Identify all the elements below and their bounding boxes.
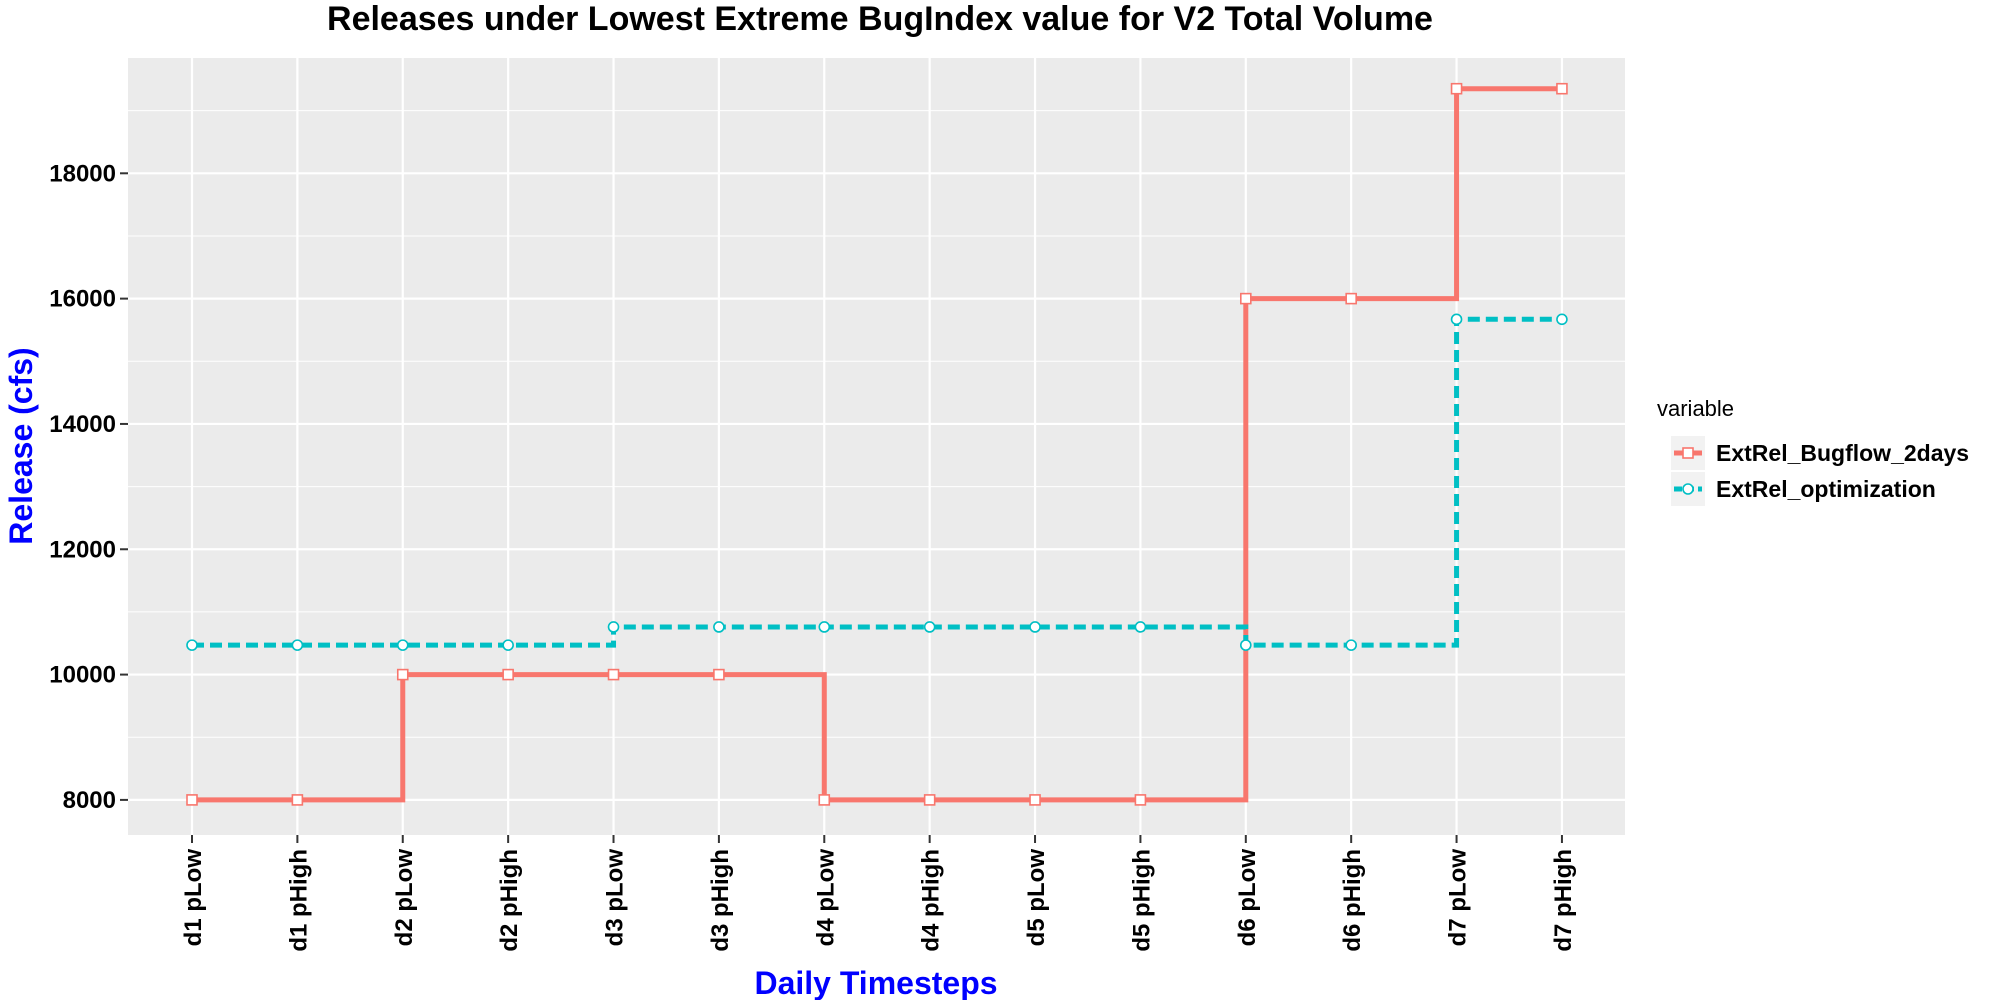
data-point [1345, 292, 1357, 305]
series-line-ExtRel_optimization [192, 316, 1562, 648]
y-tick-label: 14000 [49, 411, 116, 438]
legend-title: variable [1657, 396, 1734, 421]
x-tick-label: d7 pLow [1445, 849, 1472, 947]
legend: variable ExtRel_Bugflow_2days ExtRel_opti… [1657, 396, 1969, 506]
legend-key-marker [1682, 447, 1694, 459]
data-point [396, 668, 409, 681]
data-point [713, 668, 725, 681]
chart-title: Releases under Lowest Extreme BugIndex v… [327, 0, 1433, 38]
data-point [923, 621, 936, 633]
data-point [291, 794, 304, 806]
plot-panel [128, 58, 1625, 835]
legend-label: ExtRel_optimization [1716, 476, 1936, 502]
x-axis-title: Daily Timesteps [754, 965, 997, 1000]
data-point [186, 639, 198, 651]
data-point [1556, 313, 1568, 326]
legend-key-marker [1682, 483, 1694, 495]
data-point [1450, 313, 1463, 326]
data-point [1450, 82, 1463, 95]
y-axis: 8000 10000 12000 14000 16000 18000 [49, 160, 128, 814]
x-tick-label: d4 pHigh [918, 849, 945, 952]
x-tick-label: d6 pLow [1234, 849, 1261, 947]
x-tick-label: d3 pLow [602, 849, 629, 947]
x-tick-label: d2 pLow [391, 849, 418, 947]
data-point [1134, 621, 1147, 633]
data-point [1029, 621, 1041, 633]
x-axis: d1 pLow d1 pHigh d2 pLow d2 pHigh d3 pLow d3 … [180, 835, 1577, 952]
x-tick-label: d1 pLow [180, 849, 207, 947]
data-point [1556, 82, 1568, 95]
x-tick-label: d3 pHigh [707, 849, 734, 952]
x-tick-label: d2 pHigh [496, 849, 523, 952]
y-tick-label: 10000 [49, 662, 116, 689]
data-point [1134, 794, 1147, 806]
data-point [713, 621, 725, 633]
legend-label: ExtRel_Bugflow_2days [1716, 440, 1969, 466]
series-ExtRel_optimization [186, 313, 1568, 651]
data-point [607, 668, 620, 681]
data-point [818, 794, 831, 806]
series-line-ExtRel_Bugflow_2days [192, 86, 1562, 803]
data-point [1240, 292, 1252, 305]
x-tick-label: d4 pLow [812, 849, 839, 947]
data-point [396, 639, 409, 651]
legend-items: ExtRel_Bugflow_2days ExtRel_optimization [1671, 436, 1969, 506]
x-tick-label: d6 pHigh [1339, 849, 1366, 952]
data-point [1240, 639, 1252, 651]
data-point [291, 639, 304, 651]
data-point [1029, 794, 1041, 806]
y-tick-label: 12000 [49, 536, 116, 563]
x-tick-label: d1 pHigh [285, 849, 312, 952]
x-tick-label: d5 pLow [1023, 849, 1050, 947]
x-tick-label: d7 pHigh [1550, 849, 1577, 952]
data-point [502, 639, 514, 651]
y-tick-label: 8000 [63, 787, 116, 814]
data-point [818, 621, 831, 633]
legend-item: ExtRel_optimization [1671, 472, 1936, 506]
x-tick-label: d5 pHigh [1128, 849, 1155, 952]
legend-item: ExtRel_Bugflow_2days [1671, 436, 1969, 470]
series-layer [186, 82, 1568, 806]
data-point [502, 668, 514, 681]
data-point [607, 621, 620, 633]
series-ExtRel_Bugflow_2days [186, 82, 1568, 806]
data-point [923, 794, 936, 806]
y-axis-title: Release (cfs) [3, 347, 39, 544]
data-point [1345, 639, 1357, 651]
minor-gridlines [128, 110, 1625, 738]
y-tick-label: 16000 [49, 286, 116, 313]
data-point [186, 794, 198, 806]
y-tick-label: 18000 [49, 160, 116, 187]
